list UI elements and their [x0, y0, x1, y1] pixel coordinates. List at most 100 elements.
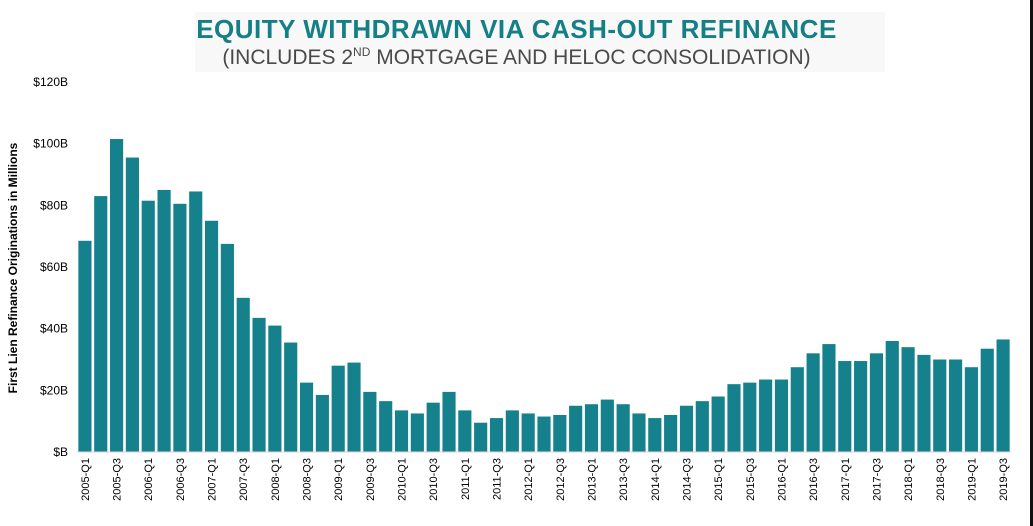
x-tick-label: 2015-Q1 — [713, 458, 725, 501]
y-axis-label: First Lien Refinance Originations in Mil… — [6, 142, 20, 393]
bar-2015-Q4 — [759, 379, 773, 452]
x-tick-label: 2010-Q3 — [428, 458, 440, 501]
bar-2018-Q1 — [901, 347, 915, 452]
x-tick-label: 2008-Q1 — [270, 458, 282, 501]
bar-2009-Q2 — [347, 362, 361, 452]
x-tick-label: 2017-Q3 — [871, 458, 883, 501]
bar-2015-Q3 — [743, 382, 757, 453]
chart-subtitle: (INCLUDES 2ND MORTGAGE AND HELOC CONSOLI… — [0, 45, 1033, 70]
y-tick-label: $80B — [40, 198, 68, 212]
bars — [78, 139, 1010, 453]
bar-2019-Q1 — [964, 367, 978, 452]
bar-2005-Q1 — [78, 240, 92, 452]
y-tick-label: $100B — [33, 137, 68, 151]
x-tick-label: 2019-Q3 — [998, 458, 1010, 501]
x-tick-label: 2016-Q1 — [776, 458, 788, 501]
x-tick-label: 2019-Q1 — [966, 458, 978, 501]
x-tick-label: 2013-Q1 — [586, 458, 598, 501]
x-tick-label: 2014-Q3 — [681, 458, 693, 501]
bar-2005-Q4 — [125, 157, 139, 453]
chart-title: EQUITY WITHDRAWN VIA CASH-OUT REFINANCE — [196, 14, 837, 44]
bar-2012-Q1 — [521, 413, 535, 452]
bar-2010-Q4 — [442, 391, 456, 453]
bar-2012-Q4 — [569, 405, 583, 452]
x-tick-label: 2010-Q1 — [397, 458, 409, 501]
bar-2013-Q2 — [600, 399, 614, 452]
bar-2012-Q3 — [553, 415, 567, 452]
bar-2006-Q4 — [189, 191, 203, 452]
bar-2013-Q3 — [616, 404, 630, 452]
bar-2014-Q4 — [695, 401, 709, 453]
bar-2005-Q3 — [110, 139, 124, 453]
x-tick-label: 2009-Q1 — [333, 458, 345, 501]
bar-2012-Q2 — [537, 416, 551, 452]
x-tick-label: 2013-Q3 — [618, 458, 630, 501]
bar-2006-Q1 — [141, 200, 155, 452]
x-tick-label: 2007-Q1 — [207, 458, 219, 501]
bar-2018-Q4 — [949, 359, 963, 452]
bar-2007-Q2 — [220, 243, 234, 453]
bar-2008-Q3 — [299, 382, 314, 453]
y-tick-label: $60B — [40, 260, 68, 274]
x-tick-label: 2011-Q3 — [492, 458, 504, 500]
y-tick-label: $120B — [33, 75, 68, 89]
bar-2019-Q3 — [996, 339, 1010, 452]
bar-2017-Q1 — [838, 361, 852, 452]
bar-2009-Q4 — [379, 401, 393, 453]
bar-2016-Q4 — [822, 344, 836, 452]
x-tick-label: 2008-Q3 — [302, 458, 314, 501]
bar-2016-Q1 — [774, 379, 789, 452]
bar-2017-Q3 — [869, 353, 884, 452]
x-tick-label: 2009-Q3 — [365, 458, 377, 501]
x-axis-ticks: 2005-Q1 2005-Q3 2006-Q1 2006-Q3 2007-Q1 2007-… — [80, 458, 1010, 501]
x-tick-label: 2006-Q1 — [143, 458, 155, 501]
x-tick-label: 2014-Q1 — [650, 458, 662, 501]
bar-2019-Q2 — [980, 348, 994, 452]
bar-2018-Q2 — [917, 354, 931, 453]
bar-2009-Q1 — [331, 365, 345, 452]
x-tick-label: 2018-Q3 — [935, 458, 947, 501]
bar-2011-Q2 — [474, 422, 488, 452]
bar-2017-Q4 — [885, 341, 899, 452]
x-tick-label: 2005-Q3 — [112, 458, 124, 501]
bar-2013-Q1 — [584, 404, 599, 452]
bar-2007-Q4 — [252, 317, 266, 453]
bar-2017-Q2 — [854, 361, 868, 452]
x-tick-label: 2017-Q1 — [840, 458, 852, 501]
bar-2016-Q3 — [806, 353, 820, 452]
y-axis-ticks: $B $20B $40B $60B $80B $100B $120B — [33, 75, 68, 459]
bar-2007-Q3 — [236, 297, 250, 452]
bar-2013-Q4 — [632, 413, 646, 452]
subtitle-superscript: ND — [353, 45, 371, 59]
x-tick-label: 2015-Q3 — [745, 458, 757, 501]
bar-2011-Q3 — [489, 418, 504, 452]
bar-2008-Q1 — [268, 325, 282, 452]
bar-2018-Q3 — [933, 359, 947, 452]
bar-2015-Q1 — [711, 396, 725, 452]
bar-2016-Q2 — [790, 367, 804, 452]
y-tick-label: $20B — [40, 383, 68, 397]
bar-2008-Q4 — [315, 394, 329, 452]
title-background — [195, 12, 885, 72]
bar-2011-Q1 — [458, 410, 472, 453]
x-tick-label: 2011-Q1 — [460, 458, 472, 500]
x-tick-label: 2012-Q3 — [555, 458, 567, 501]
bar-2014-Q2 — [664, 415, 678, 452]
bar-2015-Q2 — [727, 384, 741, 452]
x-tick-label: 2005-Q1 — [80, 458, 92, 501]
y-tick-label: $40B — [40, 322, 68, 336]
bar-2010-Q1 — [394, 410, 409, 453]
y-tick-label: $B — [53, 445, 68, 459]
x-tick-label: 2018-Q1 — [903, 458, 915, 501]
bar-2014-Q3 — [679, 405, 694, 452]
bar-2009-Q3 — [363, 391, 377, 453]
bar-2005-Q2 — [94, 196, 108, 452]
bar-2010-Q3 — [426, 402, 440, 452]
x-tick-label: 2012-Q1 — [523, 458, 535, 501]
bar-2006-Q2 — [157, 189, 171, 453]
x-tick-label: 2016-Q3 — [808, 458, 820, 501]
x-tick-label: 2007-Q3 — [238, 458, 250, 501]
bar-2010-Q2 — [410, 413, 424, 452]
bar-2007-Q1 — [204, 220, 219, 452]
